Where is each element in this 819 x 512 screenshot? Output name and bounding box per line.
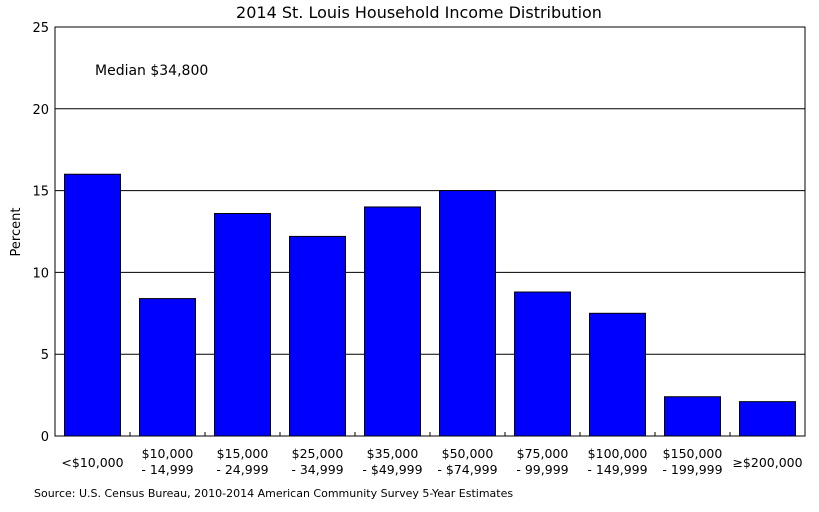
y-tick-label: 10 bbox=[32, 266, 49, 281]
x-tick-label: $75,000 bbox=[517, 446, 569, 461]
x-axis-ticks: <$10,000 $10,000- 14,999 $15,000- 24,999 $2… bbox=[61, 432, 803, 477]
source-note: Source: U.S. Census Bureau, 2010-2014 Am… bbox=[34, 487, 514, 500]
bar bbox=[739, 401, 796, 437]
x-tick-label: $150,000 bbox=[663, 446, 723, 461]
y-axis-label: Percent bbox=[9, 208, 24, 257]
bar bbox=[514, 291, 571, 437]
y-axis-ticks: 0 5 10 15 20 25 bbox=[32, 21, 49, 445]
grid-lines bbox=[55, 108, 805, 355]
bar bbox=[214, 213, 271, 437]
bar bbox=[589, 312, 646, 437]
x-tick-label: $10,000 bbox=[142, 446, 194, 461]
x-tick-label: $35,000 bbox=[367, 446, 419, 461]
bars bbox=[64, 173, 796, 437]
x-tick-label: $100,000 bbox=[588, 446, 648, 461]
x-tick-label: - 34,999 bbox=[291, 462, 343, 477]
bar bbox=[139, 298, 196, 437]
x-tick-label: - 199,999 bbox=[662, 462, 722, 477]
x-tick-label: $50,000 bbox=[442, 446, 494, 461]
x-tick-label: - 149,999 bbox=[587, 462, 647, 477]
median-annotation: Median $34,800 bbox=[95, 63, 208, 79]
x-tick-label: <$10,000 bbox=[61, 455, 123, 470]
x-tick-label: - 14,999 bbox=[141, 462, 193, 477]
x-tick-label: - $74,999 bbox=[437, 462, 497, 477]
y-tick-label: 25 bbox=[32, 21, 49, 36]
bar bbox=[439, 190, 496, 437]
x-tick-label: $25,000 bbox=[292, 446, 344, 461]
bar bbox=[289, 235, 346, 437]
chart-title: 2014 St. Louis Household Income Distribu… bbox=[236, 3, 602, 22]
y-tick-label: 20 bbox=[32, 103, 49, 118]
bar bbox=[64, 173, 121, 437]
x-tick-label: ≥$200,000 bbox=[732, 455, 802, 470]
x-tick-label: $15,000 bbox=[217, 446, 269, 461]
x-tick-label: - 99,999 bbox=[516, 462, 568, 477]
y-tick-label: 5 bbox=[41, 348, 49, 363]
bar bbox=[364, 206, 421, 437]
bar bbox=[664, 396, 721, 437]
x-tick-label: - 24,999 bbox=[216, 462, 268, 477]
y-tick-label: 0 bbox=[41, 430, 49, 445]
x-tick-label: - $49,999 bbox=[362, 462, 422, 477]
y-tick-label: 15 bbox=[32, 185, 49, 200]
